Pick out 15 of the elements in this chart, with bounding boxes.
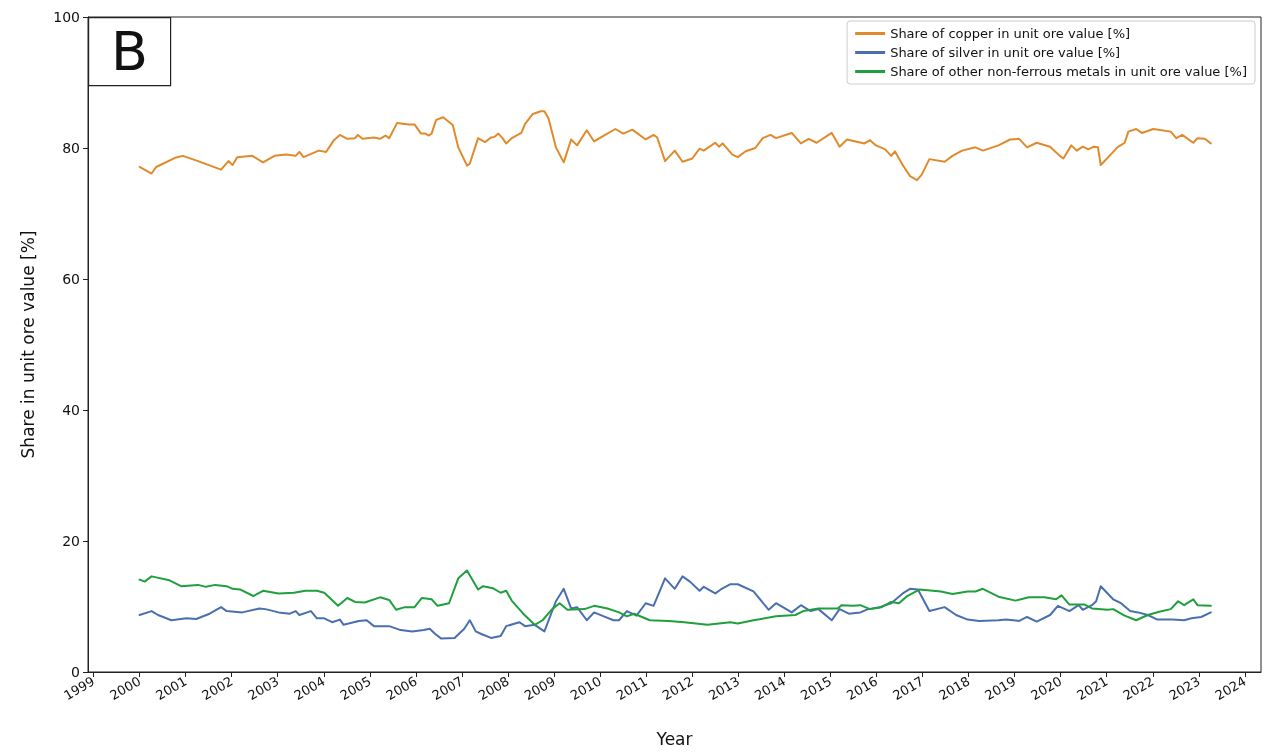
y-tick-label: 40 bbox=[62, 402, 80, 418]
y-tick-label: 0 bbox=[71, 664, 80, 680]
legend-label: Share of copper in unit ore value [%] bbox=[890, 26, 1131, 41]
legend-label: Share of other non-ferrous metals in unit ore value [%] bbox=[890, 64, 1247, 79]
y-tick-label: 20 bbox=[62, 533, 80, 549]
y-tick-label: 80 bbox=[62, 140, 80, 156]
y-axis-title: Share in unit ore value [%] bbox=[17, 230, 38, 459]
line-series bbox=[138, 575, 1212, 640]
line-series bbox=[138, 110, 1212, 182]
y-tick-label: 100 bbox=[53, 9, 80, 25]
y-tick-label: 60 bbox=[62, 271, 80, 287]
annotation: B bbox=[111, 20, 149, 84]
x-axis-title: Year bbox=[655, 728, 693, 749]
legend-label: Share of silver in unit ore value [%] bbox=[890, 45, 1121, 60]
line-series bbox=[138, 569, 1212, 626]
